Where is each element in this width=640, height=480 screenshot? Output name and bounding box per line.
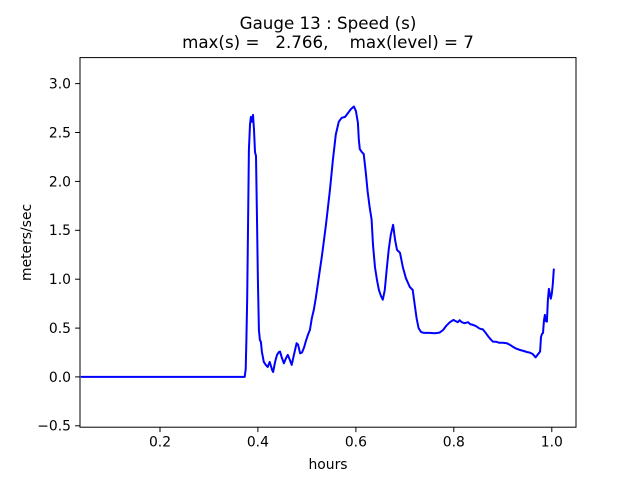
speed-line [80, 105, 555, 378]
chart-title: Gauge 13 : Speed (s) [240, 13, 417, 33]
y-tick-label: 1.0 [49, 272, 71, 288]
y-tick-label: 2.5 [49, 125, 71, 141]
x-axis-label: hours [308, 457, 347, 473]
chart-subtitle: max(s) = 2.766, max(level) = 7 [182, 32, 474, 52]
y-tick-label: 3.0 [49, 77, 71, 93]
x-tick-label: 0.8 [443, 435, 465, 451]
plot-border [79, 57, 577, 428]
y-axis-ticks: −0.5 0.0 0.5 1.0 1.5 2.0 2.5 3.0 [37, 77, 80, 435]
y-tick-label: 1.5 [49, 223, 71, 239]
y-tick-label: −0.5 [37, 419, 71, 435]
x-tick-label: 0.4 [247, 435, 269, 451]
x-tick-label: 0.2 [149, 435, 171, 451]
y-tick-label: 0.0 [49, 370, 71, 386]
x-tick-label: 0.6 [345, 435, 367, 451]
y-tick-label: 0.5 [49, 321, 71, 337]
y-tick-label: 2.0 [49, 174, 71, 190]
y-axis-label: meters/sec [19, 204, 35, 281]
x-axis-ticks: 0.2 0.4 0.6 0.8 1.0 [149, 427, 563, 451]
x-tick-label: 1.0 [541, 435, 563, 451]
